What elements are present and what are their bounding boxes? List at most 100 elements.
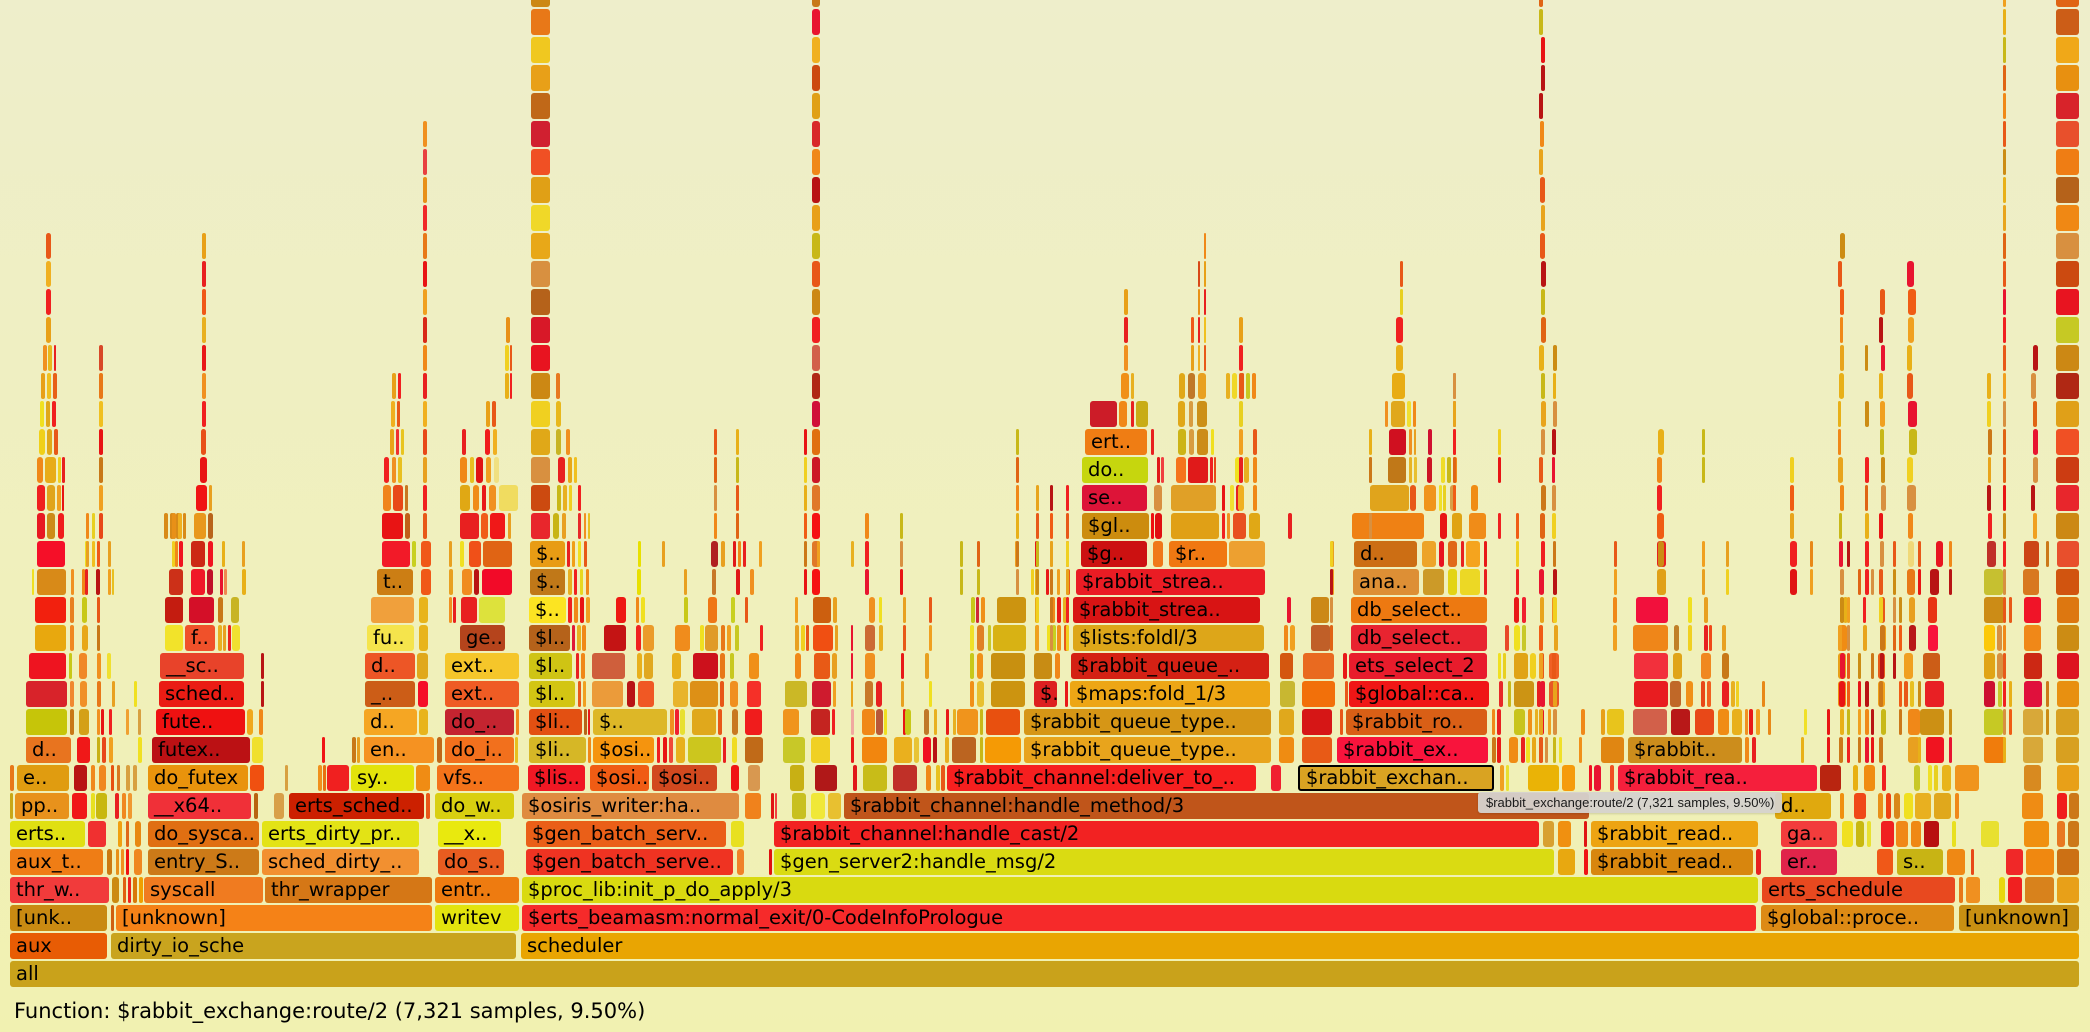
flame-frame[interactable]: [62, 457, 65, 483]
flame-frame[interactable]: [700, 625, 704, 651]
flame-frame[interactable]: [769, 849, 772, 875]
flame-frame[interactable]: [747, 681, 761, 707]
flame-frame[interactable]: [953, 709, 956, 735]
flame-frame[interactable]: [1879, 513, 1883, 539]
flame-frame[interactable]: [1732, 709, 1742, 735]
flame-frame[interactable]: [1233, 513, 1246, 539]
flame-frame[interactable]: [783, 737, 805, 763]
flame-frame[interactable]: [1537, 681, 1541, 707]
flame-frame[interactable]: [99, 401, 103, 427]
flame-frame[interactable]: [817, 541, 820, 567]
flame-frame[interactable]: [2023, 709, 2043, 735]
flame-frame[interactable]: [2023, 569, 2039, 595]
flame-frame[interactable]: [1423, 569, 1444, 595]
flame-frame[interactable]: [510, 345, 512, 371]
flame-frame[interactable]: [1949, 541, 1952, 567]
flame-frame[interactable]: do_w..: [435, 793, 514, 819]
flame-frame[interactable]: [1858, 709, 1861, 735]
flame-frame[interactable]: [1768, 709, 1771, 735]
flame-frame[interactable]: [1899, 709, 1902, 735]
flame-frame[interactable]: $rabbit_ro..: [1346, 709, 1487, 735]
flame-frame[interactable]: [727, 625, 731, 651]
flame-frame[interactable]: [531, 37, 550, 63]
flame-frame[interactable]: [1880, 541, 1884, 567]
flame-frame[interactable]: [1340, 709, 1343, 735]
flame-frame[interactable]: db_select..: [1351, 597, 1487, 623]
flame-frame[interactable]: [663, 737, 667, 763]
flame-frame[interactable]: [879, 625, 883, 651]
flame-frame[interactable]: [1998, 681, 2002, 707]
flame-frame[interactable]: [261, 653, 264, 679]
flame-frame[interactable]: [202, 401, 206, 427]
flame-frame[interactable]: [1448, 569, 1457, 595]
flame-frame[interactable]: [218, 625, 222, 651]
flame-frame[interactable]: [48, 345, 52, 371]
flame-frame[interactable]: [1893, 653, 1896, 679]
flame-frame[interactable]: [638, 541, 641, 567]
flame-frame[interactable]: [91, 765, 95, 791]
flame-frame[interactable]: [208, 513, 213, 539]
flame-frame[interactable]: [70, 597, 74, 623]
flame-frame[interactable]: [1548, 709, 1551, 735]
flame-frame[interactable]: [721, 625, 725, 651]
flame-frame[interactable]: [35, 625, 66, 651]
flame-frame[interactable]: [812, 681, 831, 707]
flame-frame[interactable]: [1914, 765, 1920, 791]
flame-frame[interactable]: [57, 485, 61, 511]
flame-frame[interactable]: [285, 765, 288, 791]
flame-frame[interactable]: [1987, 373, 1991, 399]
flame-frame[interactable]: [1840, 709, 1844, 735]
flame-frame[interactable]: [1745, 737, 1749, 763]
flame-frame[interactable]: [371, 597, 414, 623]
flame-frame[interactable]: [1790, 541, 1797, 567]
flame-frame[interactable]: [1492, 709, 1495, 735]
flame-frame[interactable]: se..: [1082, 485, 1147, 511]
flame-frame[interactable]: [2046, 541, 2049, 567]
flame-frame[interactable]: [580, 569, 583, 595]
flame-frame[interactable]: [1552, 429, 1556, 455]
flame-frame[interactable]: s..: [1897, 849, 1943, 875]
flame-frame[interactable]: [1280, 681, 1295, 707]
flame-frame[interactable]: [91, 793, 95, 819]
flame-frame[interactable]: [322, 737, 325, 763]
flame-frame[interactable]: [934, 709, 937, 735]
flame-frame[interactable]: [1279, 737, 1294, 763]
flame-frame[interactable]: [616, 597, 626, 623]
flame-frame[interactable]: [47, 373, 51, 399]
flame-frame[interactable]: [811, 709, 830, 735]
flame-frame[interactable]: [1838, 401, 1841, 427]
flame-frame[interactable]: [1636, 597, 1668, 623]
flame-frame[interactable]: [1244, 457, 1249, 483]
flame-frame[interactable]: [247, 709, 253, 735]
flame-frame[interactable]: [1847, 709, 1850, 735]
flame-frame[interactable]: [1879, 597, 1883, 623]
flame-frame[interactable]: [1838, 429, 1841, 455]
flame-frame[interactable]: $lis..: [528, 765, 585, 791]
flame-frame[interactable]: [2025, 877, 2054, 903]
flame-frame[interactable]: [123, 877, 126, 903]
flame-frame[interactable]: [894, 737, 912, 763]
flame-frame[interactable]: [1396, 317, 1403, 343]
flame-frame[interactable]: [1601, 709, 1605, 735]
flame-frame[interactable]: [318, 765, 322, 791]
flame-frame[interactable]: [1057, 625, 1061, 651]
flame-frame[interactable]: [128, 877, 131, 903]
flame-frame[interactable]: [2056, 205, 2079, 231]
flame-frame[interactable]: [1498, 513, 1501, 539]
flame-frame[interactable]: [1389, 429, 1406, 455]
flame-frame[interactable]: [563, 485, 567, 511]
flame-frame[interactable]: $l..: [529, 653, 572, 679]
flame-frame[interactable]: [1827, 709, 1830, 735]
flame-frame[interactable]: [1460, 569, 1480, 595]
flame-frame[interactable]: [10, 793, 13, 819]
flame-frame[interactable]: [1847, 653, 1850, 679]
flame-frame[interactable]: $rabbit_rea..: [1618, 765, 1817, 791]
flame-frame[interactable]: [1506, 765, 1509, 791]
flame-frame[interactable]: [2057, 877, 2079, 903]
flame-frame[interactable]: [423, 373, 427, 399]
flame-frame[interactable]: [900, 541, 903, 567]
flame-frame[interactable]: [743, 541, 746, 567]
flame-frame[interactable]: [96, 793, 107, 819]
flame-frame[interactable]: [37, 485, 45, 511]
flame-frame[interactable]: vfs..: [437, 765, 519, 791]
